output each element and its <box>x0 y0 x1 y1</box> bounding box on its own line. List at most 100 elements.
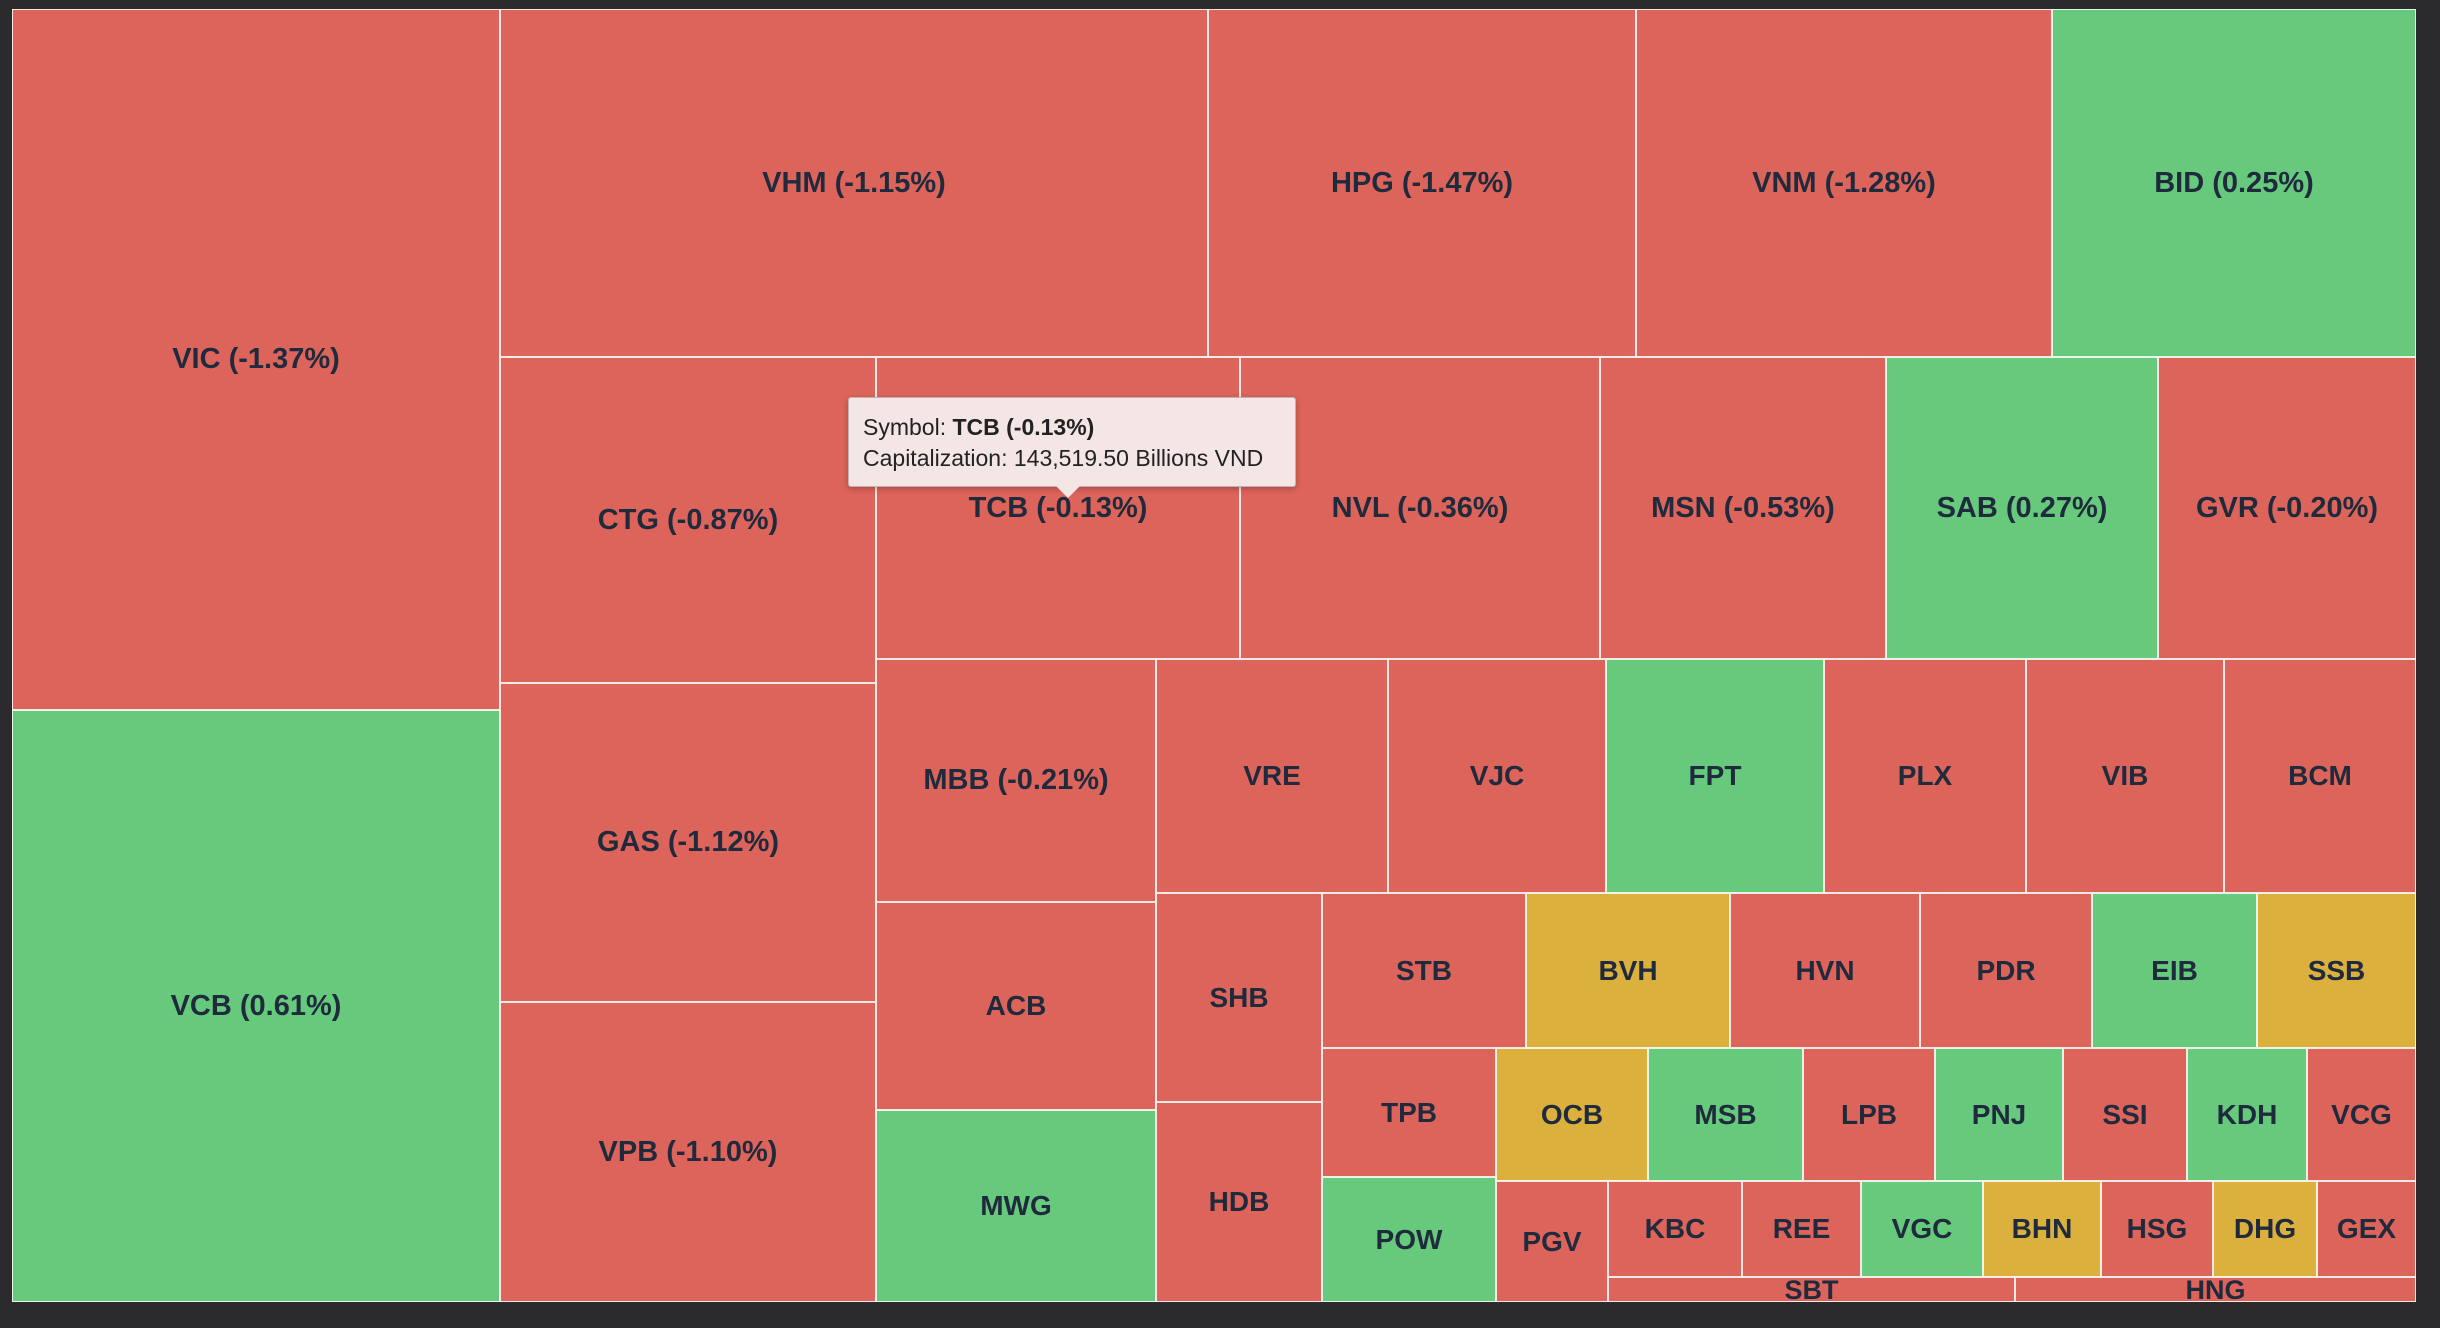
treemap-cell-label: VGC <box>1891 1213 1953 1244</box>
treemap-cell-hdb[interactable]: HDB <box>1156 1102 1322 1302</box>
treemap-cell-label: EIB <box>2151 954 2198 986</box>
treemap-cell-pgv[interactable]: PGV <box>1496 1181 1608 1302</box>
treemap-cell-label: HVN <box>1795 954 1855 986</box>
treemap-cell-label: POW <box>1375 1223 1443 1255</box>
treemap-cell-hvn[interactable]: HVN <box>1730 893 1920 1048</box>
treemap-cell-pnj[interactable]: PNJ <box>1935 1048 2063 1181</box>
treemap-cell-label: PGV <box>1522 1225 1582 1257</box>
treemap-cell-label: PNJ <box>1971 1098 2027 1130</box>
treemap-cell-bvh[interactable]: BVH <box>1526 893 1730 1048</box>
treemap-cell-ctg[interactable]: CTG (-0.87%) <box>500 357 876 683</box>
treemap-cell-vib[interactable]: VIB <box>2026 659 2224 893</box>
treemap-cell-label: PDR <box>1976 954 2036 986</box>
treemap-cell-fpt[interactable]: FPT <box>1606 659 1824 893</box>
treemap-cell-label: SSB <box>2307 954 2366 986</box>
treemap-cell-msn[interactable]: MSN (-0.53%) <box>1600 357 1886 659</box>
treemap-cell-label: VJC <box>1469 760 1525 791</box>
treemap-cell-label: MSB <box>1694 1098 1757 1130</box>
treemap-cell-label: VHM (-1.15%) <box>762 166 946 199</box>
treemap-cell-vre[interactable]: VRE <box>1156 659 1388 893</box>
treemap-cell-mbb[interactable]: MBB (-0.21%) <box>876 659 1156 902</box>
treemap-cell-label: STB <box>1396 954 1452 986</box>
tooltip-symbol-value: TCB (-0.13%) <box>952 414 1095 440</box>
treemap-cell-label: HDB <box>1208 1186 1270 1217</box>
treemap-cell-eib[interactable]: EIB <box>2092 893 2257 1048</box>
treemap-cell-shb[interactable]: SHB <box>1156 893 1322 1102</box>
treemap-cell-msb[interactable]: MSB <box>1648 1048 1803 1181</box>
treemap-cell-label: MBB (-0.21%) <box>923 764 1109 796</box>
treemap-cell-plx[interactable]: PLX <box>1824 659 2026 893</box>
treemap-cell-stb[interactable]: STB <box>1322 893 1526 1048</box>
treemap-cell-kdh[interactable]: KDH <box>2187 1048 2307 1181</box>
treemap-cell-gvr[interactable]: GVR (-0.20%) <box>2158 357 2416 659</box>
treemap-cell-label: GVR (-0.20%) <box>2195 491 2379 524</box>
treemap-cell-dhg[interactable]: DHG <box>2213 1181 2317 1277</box>
treemap-cell-ree[interactable]: REE <box>1742 1181 1861 1277</box>
treemap-cell-label: LPB <box>1841 1098 1897 1130</box>
treemap-cell-kbc[interactable]: KBC <box>1608 1181 1742 1277</box>
treemap-cell-vgc[interactable]: VGC <box>1861 1181 1983 1277</box>
treemap-cell-vcb[interactable]: VCB (0.61%) <box>12 710 500 1302</box>
treemap-cell-label: BCM <box>2288 760 2352 791</box>
tooltip-cap-prefix: Capitalization: <box>863 445 1014 471</box>
treemap-cell-label: VPB (-1.10%) <box>598 1135 778 1168</box>
treemap-cell-label: HSG <box>2126 1213 2188 1244</box>
treemap-cell-vpb[interactable]: VPB (-1.10%) <box>500 1002 876 1302</box>
treemap-cell-gex[interactable]: GEX <box>2317 1181 2416 1277</box>
treemap-cell-vic[interactable]: VIC (-1.37%) <box>12 9 500 710</box>
treemap-cell-sbt[interactable]: SBT <box>1608 1277 2015 1302</box>
treemap-cell-ssb[interactable]: SSB <box>2257 893 2416 1048</box>
treemap-cell-pdr[interactable]: PDR <box>1920 893 2092 1048</box>
treemap-cell-vcg[interactable]: VCG <box>2307 1048 2416 1181</box>
treemap-cell-label: REE <box>1772 1213 1831 1244</box>
tooltip-cap-value: 143,519.50 <box>1013 445 1129 471</box>
treemap-cell-label: VCG <box>2331 1098 2392 1130</box>
treemap-cell-hng[interactable]: HNG <box>2015 1277 2416 1302</box>
tooltip-pointer <box>1056 486 1080 498</box>
treemap-cell-label: NVL (-0.36%) <box>1331 491 1509 524</box>
treemap-cell-acb[interactable]: ACB <box>876 902 1156 1110</box>
treemap-cell-label: SSI <box>2102 1098 2148 1130</box>
treemap-cell-bid[interactable]: BID (0.25%) <box>2052 9 2416 357</box>
treemap-cell-hpg[interactable]: HPG (-1.47%) <box>1208 9 1636 357</box>
treemap-chart: VIC (-1.37%) VCB (0.61%) VHM (-1.15%) HPG (… <box>12 9 2416 1302</box>
treemap-cell-vnm[interactable]: VNM (-1.28%) <box>1636 9 2052 357</box>
treemap-area: VIC (-1.37%) VCB (0.61%) VHM (-1.15%) HPG (… <box>12 9 2416 1302</box>
treemap-cell-pow[interactable]: POW <box>1322 1177 1496 1302</box>
treemap-cell-label: ACB <box>985 990 1047 1021</box>
tooltip-cap-row: Capitalization: 143,519.50 Billions VND <box>863 443 1281 474</box>
treemap-cell-label: KDH <box>2216 1098 2278 1130</box>
treemap-cell-label: VCB (0.61%) <box>170 989 342 1022</box>
treemap-cell-nvl[interactable]: NVL (-0.36%) <box>1240 357 1600 659</box>
treemap-cell-label: OCB <box>1540 1098 1604 1130</box>
treemap-cell-label: HNG <box>2185 1277 2246 1302</box>
treemap-cell-label: SAB (0.27%) <box>1936 491 2108 524</box>
treemap-cell-label: VNM (-1.28%) <box>1752 166 1936 199</box>
treemap-cell-label: HPG (-1.47%) <box>1330 166 1514 199</box>
treemap-cell-gas[interactable]: GAS (-1.12%) <box>500 683 876 1002</box>
treemap-cell-label: VRE <box>1243 760 1301 791</box>
treemap-cell-hsg[interactable]: HSG <box>2101 1181 2213 1277</box>
treemap-cell-label: BVH <box>1598 954 1658 986</box>
treemap-cell-label: PLX <box>1897 760 1953 791</box>
treemap-cell-label: BID (0.25%) <box>2154 166 2314 199</box>
treemap-cell-ocb[interactable]: OCB <box>1496 1048 1648 1181</box>
treemap-cell-sab[interactable]: SAB (0.27%) <box>1886 357 2158 659</box>
treemap-cell-bhn[interactable]: BHN <box>1983 1181 2101 1277</box>
treemap-cell-label: TPB <box>1381 1096 1437 1128</box>
tooltip: Symbol: TCB (-0.13%) Capitalization: 143… <box>848 397 1296 487</box>
treemap-cell-label: KBC <box>1644 1213 1706 1244</box>
treemap-cell-label: FPT <box>1688 760 1742 791</box>
treemap-cell-mwg[interactable]: MWG <box>876 1110 1156 1302</box>
treemap-cell-lpb[interactable]: LPB <box>1803 1048 1935 1181</box>
treemap-cell-tpb[interactable]: TPB <box>1322 1048 1496 1177</box>
treemap-cell-vjc[interactable]: VJC <box>1388 659 1606 893</box>
treemap-cell-label: MWG <box>980 1190 1052 1221</box>
treemap-cell-ssi[interactable]: SSI <box>2063 1048 2187 1181</box>
treemap-cell-label: VIC (-1.37%) <box>172 343 340 375</box>
treemap-cell-bcm[interactable]: BCM <box>2224 659 2416 893</box>
treemap-cell-label: GEX <box>2336 1213 2397 1244</box>
treemap-cell-vhm[interactable]: VHM (-1.15%) <box>500 9 1208 357</box>
treemap-cell-label: BHN <box>2011 1213 2073 1244</box>
treemap-cell-label: MSN (-0.53%) <box>1651 491 1835 524</box>
